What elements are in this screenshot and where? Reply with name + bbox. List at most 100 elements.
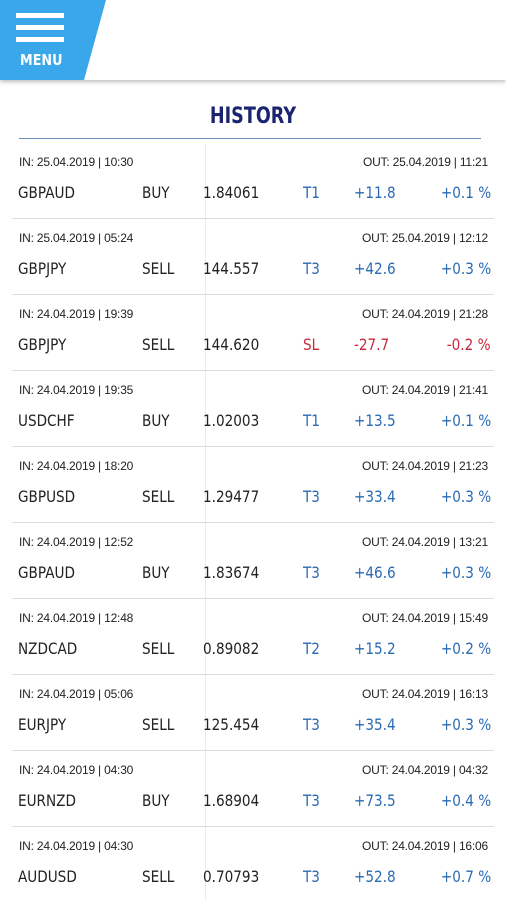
currency-pair: GBPAUD <box>18 183 75 202</box>
row-divider <box>205 751 206 826</box>
trade-side: BUY <box>142 411 170 430</box>
entry-time: IN: 24.04.2019 | 12:48 <box>19 611 134 625</box>
pips-result: +42.6 <box>354 259 396 278</box>
row-divider <box>205 143 206 218</box>
percent-result: +0.7 % <box>440 867 491 886</box>
entry-time: IN: 24.04.2019 | 04:30 <box>19 839 134 853</box>
target-label: T3 <box>303 867 320 886</box>
entry-time: IN: 25.04.2019 | 10:30 <box>19 155 134 169</box>
entry-time: IN: 24.04.2019 | 04:30 <box>19 763 134 777</box>
trade-row[interactable]: IN: 24.04.2019 | 19:39 OUT: 24.04.2019 | … <box>12 295 494 371</box>
pips-result: +15.2 <box>354 639 396 658</box>
row-divider <box>205 371 206 446</box>
currency-pair: GBPAUD <box>18 563 75 582</box>
target-label: T3 <box>303 791 320 810</box>
trade-row[interactable]: IN: 24.04.2019 | 18:20 OUT: 24.04.2019 | … <box>12 447 494 523</box>
entry-price: 1.02003 <box>203 411 260 430</box>
trade-row[interactable]: IN: 24.04.2019 | 04:30 OUT: 24.04.2019 | … <box>12 827 494 900</box>
trade-side: BUY <box>142 791 170 810</box>
entry-price: 144.557 <box>203 259 260 278</box>
exit-time: OUT: 24.04.2019 | 21:23 <box>362 459 488 473</box>
trade-row[interactable]: IN: 24.04.2019 | 05:06 OUT: 24.04.2019 | … <box>12 675 494 751</box>
trade-row[interactable]: IN: 25.04.2019 | 10:30 OUT: 25.04.2019 | … <box>12 143 494 219</box>
currency-pair: GBPJPY <box>18 335 67 354</box>
trade-side: BUY <box>142 183 170 202</box>
top-bar: MENU <box>0 0 506 80</box>
trade-row[interactable]: IN: 24.04.2019 | 12:48 OUT: 24.04.2019 | … <box>12 599 494 675</box>
exit-time: OUT: 24.04.2019 | 15:49 <box>362 611 488 625</box>
target-label: T1 <box>303 411 320 430</box>
trade-side: SELL <box>142 487 175 506</box>
hamburger-icon <box>16 13 64 45</box>
percent-result: +0.3 % <box>440 715 491 734</box>
entry-time: IN: 24.04.2019 | 19:35 <box>19 383 134 397</box>
row-divider <box>205 219 206 294</box>
exit-time: OUT: 24.04.2019 | 21:28 <box>362 307 488 321</box>
percent-result: +0.4 % <box>440 791 491 810</box>
exit-time: OUT: 24.04.2019 | 13:21 <box>362 535 488 549</box>
entry-price: 0.89082 <box>203 639 260 658</box>
entry-price: 144.620 <box>203 335 260 354</box>
currency-pair: EURJPY <box>18 715 67 734</box>
trade-side: SELL <box>142 335 175 354</box>
entry-price: 1.68904 <box>203 791 260 810</box>
row-divider <box>205 599 206 674</box>
entry-price: 1.84061 <box>203 183 260 202</box>
trade-row[interactable]: IN: 25.04.2019 | 05:24 OUT: 25.04.2019 | … <box>12 219 494 295</box>
pips-result: +11.8 <box>354 183 396 202</box>
trade-row[interactable]: IN: 24.04.2019 | 04:30 OUT: 24.04.2019 | … <box>12 751 494 827</box>
currency-pair: GBPUSD <box>18 487 76 506</box>
target-label: T1 <box>303 183 320 202</box>
currency-pair: USDCHF <box>18 411 75 430</box>
exit-time: OUT: 24.04.2019 | 21:41 <box>362 383 488 397</box>
page-title: HISTORY <box>209 104 297 129</box>
main-content: HISTORY IN: 25.04.2019 | 10:30 OUT: 25.04… <box>0 80 506 900</box>
pips-result: +46.6 <box>354 563 396 582</box>
trade-side: SELL <box>142 867 175 886</box>
trade-side: SELL <box>142 715 175 734</box>
trade-row[interactable]: IN: 24.04.2019 | 19:35 OUT: 24.04.2019 | … <box>12 371 494 447</box>
row-divider <box>205 675 206 750</box>
trade-row[interactable]: IN: 24.04.2019 | 12:52 OUT: 24.04.2019 | … <box>12 523 494 599</box>
pips-result: +33.4 <box>354 487 396 506</box>
entry-time: IN: 24.04.2019 | 12:52 <box>19 535 134 549</box>
pips-result: +35.4 <box>354 715 396 734</box>
row-divider <box>205 827 206 900</box>
percent-result: +0.3 % <box>440 563 491 582</box>
currency-pair: GBPJPY <box>18 259 67 278</box>
title-divider <box>19 138 481 139</box>
trade-side: SELL <box>142 639 175 658</box>
entry-time: IN: 24.04.2019 | 18:20 <box>19 459 134 473</box>
target-label: T3 <box>303 715 320 734</box>
trade-side: SELL <box>142 259 175 278</box>
entry-price: 1.83674 <box>203 563 260 582</box>
row-divider <box>205 523 206 598</box>
entry-time: IN: 25.04.2019 | 05:24 <box>19 231 134 245</box>
entry-price: 0.70793 <box>203 867 260 886</box>
target-label: T3 <box>303 487 320 506</box>
target-label: T2 <box>303 639 320 658</box>
exit-time: OUT: 24.04.2019 | 04:32 <box>362 763 488 777</box>
pips-result: -27.7 <box>354 335 390 354</box>
percent-result: -0.2 % <box>447 335 491 354</box>
percent-result: +0.1 % <box>440 411 491 430</box>
currency-pair: EURNZD <box>18 791 76 810</box>
menu-label: MENU <box>20 51 63 69</box>
entry-time: IN: 24.04.2019 | 05:06 <box>19 687 134 701</box>
exit-time: OUT: 25.04.2019 | 12:12 <box>362 231 488 245</box>
percent-result: +0.2 % <box>440 639 491 658</box>
exit-time: OUT: 24.04.2019 | 16:06 <box>362 839 488 853</box>
percent-result: +0.3 % <box>440 259 491 278</box>
row-divider <box>205 295 206 370</box>
currency-pair: AUDUSD <box>18 867 77 886</box>
percent-result: +0.3 % <box>440 487 491 506</box>
row-divider <box>205 447 206 522</box>
target-label: T3 <box>303 259 320 278</box>
entry-price: 1.29477 <box>203 487 260 506</box>
menu-button[interactable]: MENU <box>0 0 106 80</box>
trade-history-list: IN: 25.04.2019 | 10:30 OUT: 25.04.2019 | … <box>12 143 494 900</box>
exit-time: OUT: 24.04.2019 | 16:13 <box>362 687 488 701</box>
pips-result: +73.5 <box>354 791 396 810</box>
entry-time: IN: 24.04.2019 | 19:39 <box>19 307 134 321</box>
